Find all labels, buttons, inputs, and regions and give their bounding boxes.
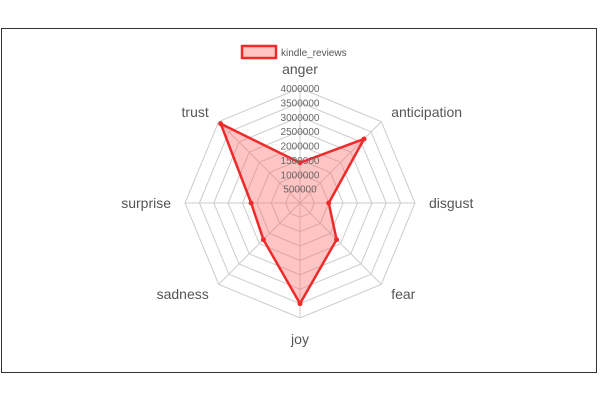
spoke-fear bbox=[299, 202, 382, 285]
axis-label-joy: joy bbox=[290, 331, 309, 347]
axis-labels: anger anticipation disgust fear joy sadness su… bbox=[121, 61, 473, 347]
spoke-sadness bbox=[218, 202, 301, 285]
data-point-anticipation[interactable] bbox=[361, 136, 367, 142]
axis-label-fear: fear bbox=[391, 286, 415, 302]
axis-label-disgust: disgust bbox=[429, 195, 473, 211]
data-point-disgust[interactable] bbox=[326, 200, 332, 206]
axis-label-surprise: surprise bbox=[121, 195, 171, 211]
legend[interactable]: kindle_reviews bbox=[240, 44, 347, 60]
data-point-anger[interactable] bbox=[297, 160, 303, 166]
data-point-trust[interactable] bbox=[218, 121, 224, 127]
axis-label-anger: anger bbox=[282, 61, 318, 77]
data-point-surprise[interactable] bbox=[248, 200, 254, 206]
spoke-trust bbox=[218, 121, 301, 204]
series-layer bbox=[218, 121, 367, 307]
tick-label: 1500000 bbox=[281, 156, 320, 167]
tick-label: 2000000 bbox=[281, 142, 320, 153]
axis-label-anticipation: anticipation bbox=[391, 104, 462, 120]
tick-label: 4000000 bbox=[281, 84, 320, 95]
tick-label: 3000000 bbox=[281, 113, 320, 124]
spoke-anticipation bbox=[299, 121, 382, 204]
radar-grid bbox=[184, 87, 416, 319]
legend-swatch-kindle-reviews[interactable] bbox=[240, 44, 278, 60]
chart-frame bbox=[1, 28, 597, 373]
tick-label: 2500000 bbox=[281, 127, 320, 138]
legend-label-kindle-reviews[interactable]: kindle_reviews bbox=[281, 48, 347, 59]
tick-labels: 500000 1000000 1500000 2000000 2500000 300000… bbox=[281, 84, 320, 196]
axis-label-trust: trust bbox=[182, 104, 209, 120]
tick-label: 1000000 bbox=[281, 170, 320, 181]
data-point-joy[interactable] bbox=[297, 301, 303, 307]
axis-label-sadness: sadness bbox=[157, 286, 209, 302]
data-point-fear[interactable] bbox=[334, 237, 340, 243]
tick-label: 500000 bbox=[283, 185, 317, 196]
tick-label: 3500000 bbox=[281, 98, 320, 109]
data-point-sadness[interactable] bbox=[260, 237, 266, 243]
